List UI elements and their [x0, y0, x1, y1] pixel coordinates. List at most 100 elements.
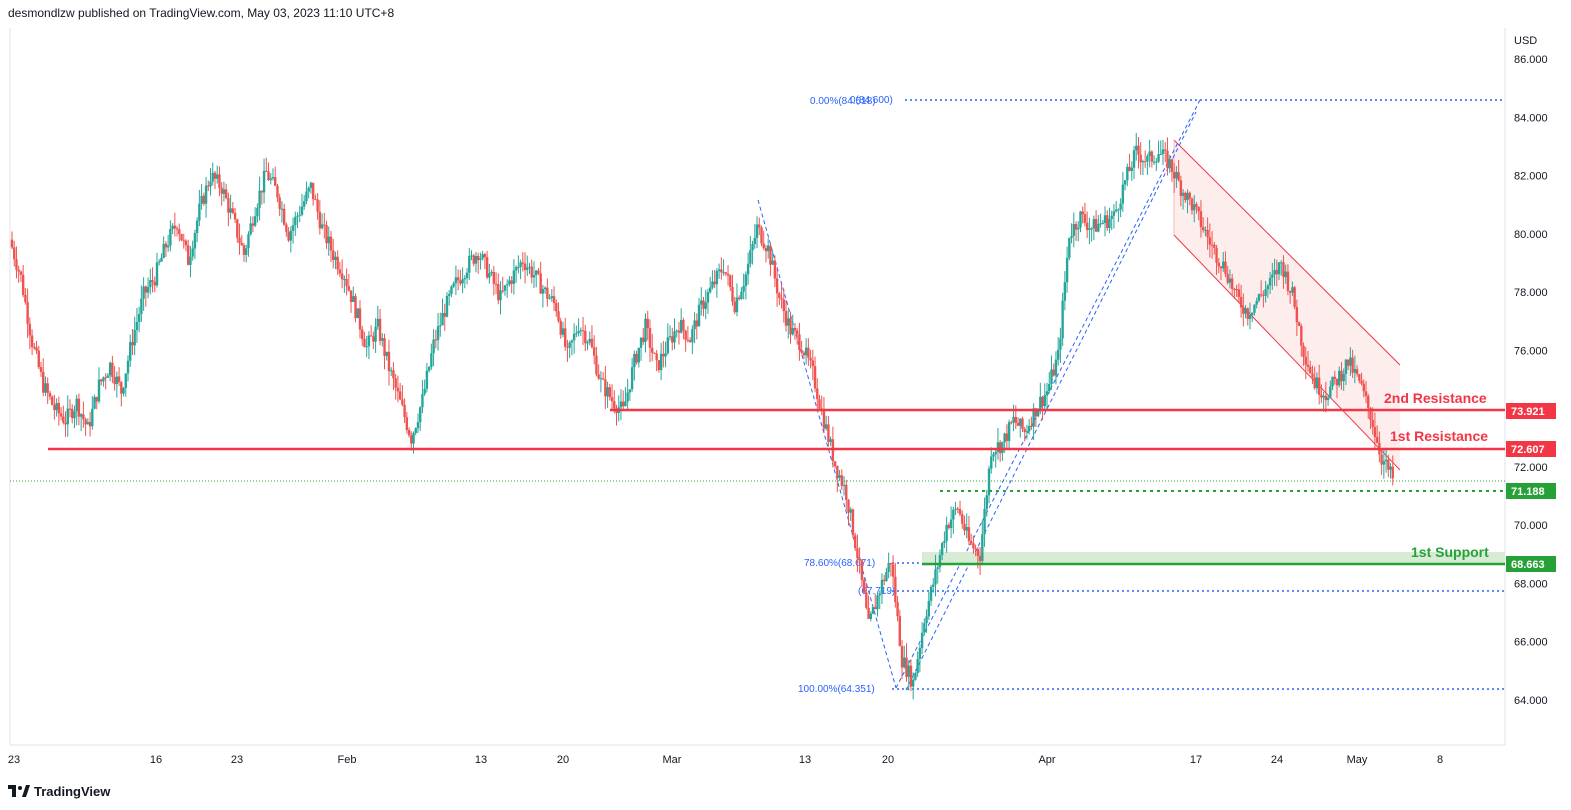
candle-body [858, 558, 861, 561]
candle-body [1389, 466, 1392, 470]
candle-body [1360, 380, 1363, 384]
candle-body [889, 563, 893, 565]
candle-body [334, 256, 337, 260]
footer-brand[interactable]: TradingView [8, 782, 110, 800]
candle-body [566, 346, 569, 348]
time-tick-label: 16 [150, 754, 162, 766]
candle-body [1061, 300, 1064, 339]
candle-body [450, 286, 453, 295]
candle-body [1369, 407, 1372, 420]
candle-body [189, 256, 192, 265]
fib-trend-dashed-line-2[interactable] [905, 111, 1197, 691]
candle-body [1126, 166, 1129, 181]
candle-body [204, 185, 208, 204]
candle-body [644, 318, 647, 342]
candle-body [329, 236, 333, 251]
candle-body [369, 335, 373, 337]
candle-body [249, 223, 252, 235]
candle-body [129, 342, 132, 361]
candle-body [519, 262, 522, 267]
candle-body [126, 360, 130, 374]
candle-body [579, 330, 583, 332]
candle-body [1329, 386, 1332, 398]
candle-body [816, 388, 819, 400]
candle-body [91, 408, 94, 427]
descending-channel-fill [1174, 140, 1400, 470]
candle-body [1056, 349, 1060, 360]
candle-body [782, 299, 786, 312]
candle-body [1338, 370, 1341, 386]
candle-body [1184, 192, 1187, 201]
candle-body [1342, 374, 1345, 382]
candle-body [1139, 154, 1142, 163]
candle-body [311, 182, 315, 200]
candle-body [1277, 262, 1281, 275]
candle-body [773, 260, 777, 279]
candle-body [659, 353, 663, 371]
candle-body [501, 290, 504, 292]
candle-body [236, 219, 239, 238]
price-tick-label: 76.000 [1514, 345, 1548, 357]
candle-body [124, 373, 127, 388]
candle-body [356, 308, 359, 318]
candle-body [93, 397, 96, 409]
candle-body [597, 374, 600, 379]
candle-body [1355, 369, 1359, 375]
candle-body [178, 229, 181, 235]
candle-body [363, 338, 366, 347]
candle-body [584, 330, 587, 344]
candle-body [740, 291, 743, 299]
candle-body [925, 616, 928, 624]
candle-body [202, 195, 206, 204]
candle-body [1143, 161, 1147, 163]
candle-body [1021, 418, 1024, 430]
badge-71188 [1506, 483, 1556, 499]
currency-label: USD [1514, 35, 1537, 47]
candle-body [865, 592, 868, 608]
channel-lower-line[interactable] [1173, 234, 1401, 471]
price-tick-label: 86.000 [1514, 54, 1548, 66]
candle-body [227, 198, 230, 213]
candle-body [253, 216, 257, 226]
candle-body [1284, 271, 1287, 278]
candle-body [671, 336, 674, 343]
candle-body [840, 475, 843, 486]
candle-body [1063, 282, 1067, 301]
candle-body [57, 403, 61, 414]
candle-body [833, 461, 837, 466]
candle-body [882, 579, 886, 582]
candle-body [898, 616, 901, 647]
candle-body [1052, 369, 1055, 376]
fib-label-aux: (67.719) [858, 586, 895, 597]
candle-body [193, 233, 197, 249]
price-tick-label: 68.000 [1514, 578, 1548, 590]
candle-body [1121, 184, 1125, 204]
candle-body [376, 318, 380, 327]
candle-body [668, 336, 672, 338]
candle-body [842, 484, 846, 486]
candle-body [561, 328, 565, 335]
candle-body [662, 353, 665, 357]
channel-upper-line[interactable] [1173, 139, 1401, 366]
candle-body [619, 401, 623, 408]
candle-body [713, 281, 716, 285]
candle-body [749, 250, 752, 264]
candle-body [1344, 359, 1348, 375]
candle-body [595, 355, 598, 375]
candle-body [256, 207, 259, 217]
fib-left-dashed-line[interactable] [757, 199, 897, 689]
candle-body [624, 401, 627, 407]
candle-body [862, 580, 866, 593]
candle-body [1177, 172, 1180, 181]
candle-body [53, 404, 56, 411]
candle-body [1106, 215, 1109, 229]
candle-body [169, 229, 172, 246]
candle-body [802, 352, 806, 356]
candle-body [771, 260, 774, 265]
time-tick-label: 24 [1271, 754, 1283, 766]
candle-body [1152, 161, 1156, 163]
candle-body [891, 564, 895, 577]
candle-body [911, 679, 915, 687]
candle-body [1317, 377, 1321, 395]
